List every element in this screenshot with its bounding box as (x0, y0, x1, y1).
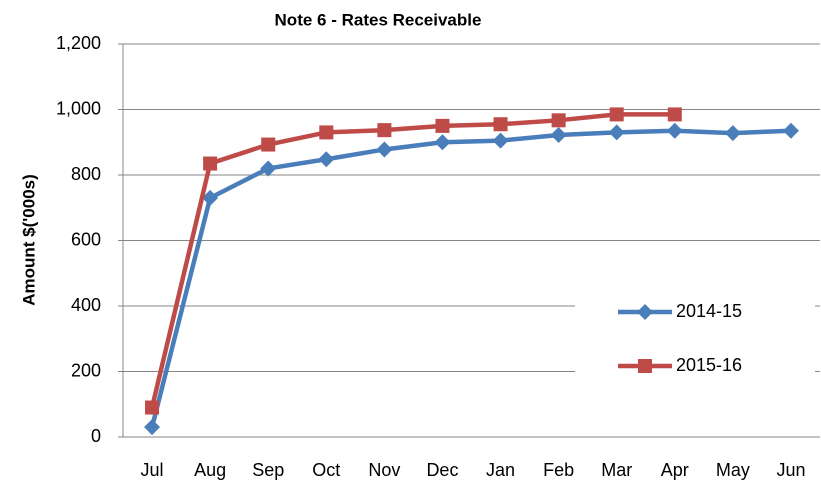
chart-title: Note 6 - Rates Receivable (275, 10, 482, 29)
x-tick-label: Nov (368, 460, 400, 480)
data-point (609, 107, 624, 122)
y-tick-label: 200 (71, 360, 101, 380)
data-point (435, 118, 450, 133)
x-tick-label: Jul (141, 460, 164, 480)
x-tick-label: Aug (194, 460, 226, 480)
data-point (145, 400, 160, 415)
data-point (608, 124, 625, 141)
data-point (261, 137, 276, 152)
y-tick-label: 600 (71, 229, 101, 249)
data-point (319, 125, 334, 140)
legend-marker (637, 304, 653, 320)
data-point (377, 123, 392, 138)
data-point (492, 132, 509, 149)
x-tick-label: May (716, 460, 750, 480)
legend-label: 2014-15 (676, 301, 742, 321)
data-point (202, 189, 219, 206)
data-point (434, 134, 451, 151)
x-tick-label: Mar (601, 460, 632, 480)
y-tick-label: 800 (71, 164, 101, 184)
y-tick-label: 0 (91, 426, 101, 446)
legend-box (575, 290, 815, 390)
data-point (666, 122, 683, 139)
data-point (551, 113, 566, 128)
data-point (550, 127, 567, 144)
x-tick-label: Feb (543, 460, 574, 480)
y-tick-label: 1,200 (56, 33, 101, 53)
data-point (376, 141, 393, 158)
data-point (724, 125, 741, 142)
x-tick-label: Jun (776, 460, 805, 480)
data-point (782, 122, 799, 139)
x-tick-label: Apr (661, 460, 689, 480)
legend-label: 2015-16 (676, 355, 742, 375)
data-point (203, 156, 218, 171)
series-line (149, 128, 792, 428)
y-tick-label: 1,000 (56, 98, 101, 118)
y-axis-label: Amount $('000s) (19, 174, 38, 306)
series-line (149, 112, 675, 409)
x-tick-label: Jan (486, 460, 515, 480)
data-point (260, 160, 277, 177)
data-point (667, 107, 682, 122)
legend-marker (638, 359, 652, 373)
x-tick-label: Dec (426, 460, 458, 480)
x-tick-label: Oct (312, 460, 340, 480)
x-tick-label: Sep (252, 460, 284, 480)
data-point (144, 419, 161, 436)
data-point (493, 117, 508, 132)
y-tick-label: 400 (71, 295, 101, 315)
data-point (318, 151, 335, 168)
